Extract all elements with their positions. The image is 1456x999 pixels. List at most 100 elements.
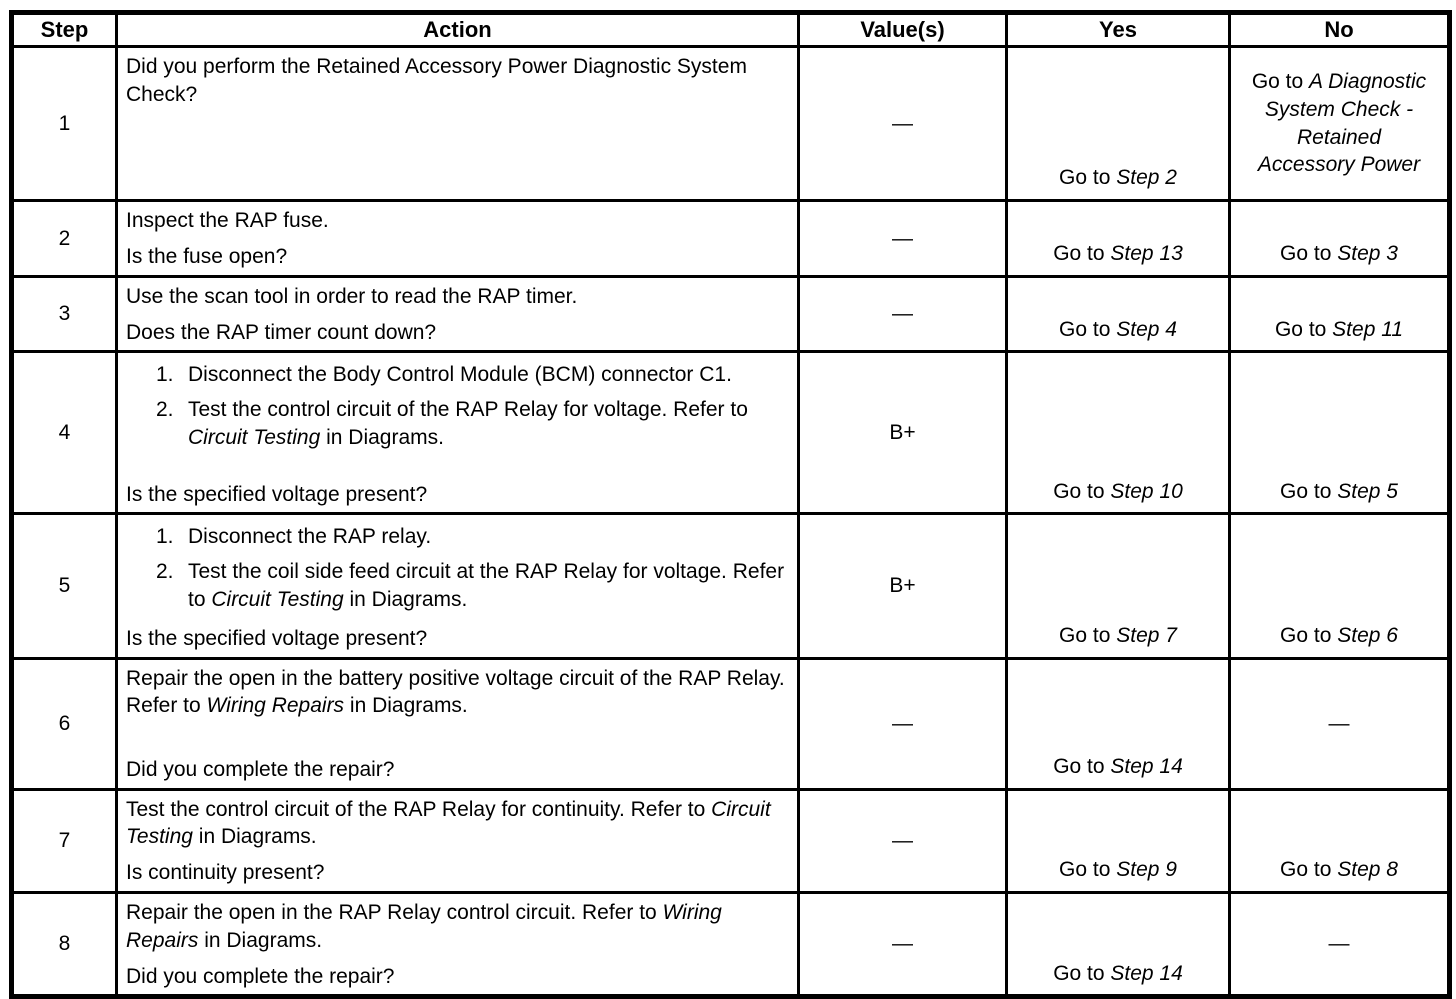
text-segment: in Diagrams. — [320, 425, 444, 449]
list-number: 1. — [156, 525, 174, 549]
no-cell: Go to Step 3 — [1228, 199, 1451, 278]
no-cell: — — [1228, 656, 1451, 791]
header-values: Value(s) — [797, 11, 1008, 48]
goto-target: Step 7 — [1116, 623, 1177, 647]
action-text: Inspect the RAP fuse. — [126, 207, 789, 235]
goto-label: Go to — [1059, 858, 1117, 882]
text-segment: Test the control circuit of the RAP Rela… — [188, 398, 748, 422]
text-segment: Test the coil side feed circuit at the R… — [188, 560, 785, 611]
goto-label: Go to — [1059, 166, 1117, 190]
action-question: Is the specified voltage present? — [126, 626, 428, 650]
header-yes: Yes — [1005, 11, 1231, 48]
goto-label: Go to — [1274, 317, 1333, 341]
action-cell: 1. Disconnect the RAP relay. 2. Test the co… — [115, 512, 800, 660]
yes-cell: Go to Step 9 — [1005, 787, 1231, 895]
list-text: Disconnect the RAP relay. — [188, 523, 789, 551]
value-cell: — — [797, 787, 1008, 895]
text-segment: Disconnect the RAP relay. — [188, 525, 432, 549]
action-question: Is the specified voltage present? — [126, 482, 428, 506]
action-text: Use the scan tool in order to read the R… — [126, 283, 789, 311]
no-cell: Go to A Diagnostic System Check - Retain… — [1228, 45, 1451, 202]
goto-label: Go to — [1280, 242, 1338, 265]
goto-label: Go to — [1059, 317, 1117, 341]
step-cell: 2 — [10, 199, 118, 278]
goto-target: Step 6 — [1337, 623, 1398, 647]
yes-cell: Go to Step 10 — [1005, 350, 1231, 516]
table-row: 3 Use the scan tool in order to read the … — [10, 274, 1451, 354]
goto-target: Step 14 — [1110, 961, 1183, 985]
yes-cell: Go to Step 13 — [1005, 199, 1231, 278]
no-cell: Go to Step 5 — [1228, 350, 1451, 516]
no-cell: Go to Step 11 — [1228, 274, 1451, 354]
action-list-item: 1. Disconnect the RAP relay. — [156, 523, 789, 551]
goto-reference: Go to A Diagnostic System Check - Retain… — [1250, 68, 1428, 179]
value-cell: — — [797, 891, 1008, 999]
action-text: Repair the open in the battery positive … — [126, 665, 789, 720]
header-row: Step Action Value(s) Yes No — [10, 11, 1451, 48]
action-list-item: 2. Test the control circuit of the RAP Re… — [156, 396, 789, 451]
goto-target: Step 14 — [1110, 754, 1183, 778]
action-question: Did you complete the repair? — [126, 757, 395, 781]
rap-diagnostic-table: Step Action Value(s) Yes No 1 Did you per… — [9, 10, 1452, 999]
table-row: 7 Test the control circuit of the RAP Rel… — [10, 787, 1451, 895]
header-step: Step — [10, 11, 118, 48]
table-header: Step Action Value(s) Yes No — [10, 11, 1451, 48]
step-cell: 4 — [10, 350, 118, 516]
goto-target: Step 9 — [1116, 858, 1177, 882]
text-segment: Disconnect the Body Control Module (BCM)… — [188, 363, 732, 387]
no-cell: Go to Step 8 — [1228, 787, 1451, 895]
text-segment: in Diagrams. — [198, 928, 323, 952]
step-cell: 5 — [10, 512, 118, 660]
value-cell: — — [797, 274, 1008, 354]
list-text: Disconnect the Body Control Module (BCM)… — [188, 361, 789, 389]
action-cell: Repair the open in the RAP Relay control… — [115, 891, 800, 999]
action-question: Did you complete the repair? — [126, 964, 395, 988]
header-action: Action — [115, 11, 800, 48]
action-list-item: 1. Disconnect the Body Control Module (BC… — [156, 361, 789, 389]
yes-cell: Go to Step 14 — [1005, 656, 1231, 791]
goto-target: Step 8 — [1337, 858, 1398, 882]
table-row: 5 1. Disconnect the RAP relay. 2. Test the c… — [10, 512, 1451, 660]
goto-label: Go to — [1053, 479, 1111, 503]
text-segment: Did you perform the Retained Accessory P… — [126, 55, 747, 106]
text-segment: in Diagrams. — [343, 587, 468, 611]
text-segment: Circuit Testing — [188, 425, 321, 449]
table-row: 1 Did you perform the Retained Accessory … — [10, 45, 1451, 202]
table-body: 1 Did you perform the Retained Accessory … — [10, 45, 1451, 999]
yes-cell: Go to Step 4 — [1005, 274, 1231, 354]
step-cell: 1 — [10, 45, 118, 202]
action-cell: Inspect the RAP fuse. Is the fuse open? — [115, 199, 800, 278]
goto-label: Go to — [1251, 70, 1310, 94]
goto-target: Step 10 — [1110, 479, 1183, 503]
text-segment: Inspect the RAP fuse. — [126, 209, 329, 232]
yes-cell: Go to Step 7 — [1005, 512, 1231, 660]
list-number: 2. — [156, 398, 174, 422]
no-cell: — — [1228, 891, 1451, 999]
action-question: Does the RAP timer count down? — [126, 320, 437, 344]
action-list-item: 2. Test the coil side feed circuit at the… — [156, 558, 789, 613]
action-text: Repair the open in the RAP Relay control… — [126, 899, 789, 954]
list-text: Test the control circuit of the RAP Rela… — [188, 396, 789, 451]
step-cell: 6 — [10, 656, 118, 791]
goto-target: Step 13 — [1110, 242, 1183, 265]
action-cell: Test the control circuit of the RAP Rela… — [115, 787, 800, 895]
step-cell: 7 — [10, 787, 118, 895]
goto-target: Step 2 — [1116, 166, 1177, 190]
goto-label: Go to — [1280, 858, 1338, 882]
goto-target: A Diagnostic System Check - Retained Acc… — [1257, 70, 1427, 177]
goto-target: Step 11 — [1332, 317, 1404, 341]
list-number: 1. — [156, 363, 174, 387]
text-segment: Repair the open in the RAP Relay control… — [126, 901, 663, 925]
action-cell: Repair the open in the battery positive … — [115, 656, 800, 791]
yes-cell: Go to Step 2 — [1005, 45, 1231, 202]
table-row: 2 Inspect the RAP fuse. Is the fuse open? —… — [10, 199, 1451, 278]
goto-label: Go to — [1053, 961, 1111, 985]
goto-target: Step 5 — [1337, 479, 1398, 503]
action-text: Did you perform the Retained Accessory P… — [126, 53, 789, 108]
header-no: No — [1228, 11, 1451, 48]
text-segment: Wiring Repairs — [206, 694, 345, 718]
text-segment: in Diagrams. — [192, 825, 317, 849]
value-cell: — — [797, 656, 1008, 791]
goto-target: Step 3 — [1337, 242, 1398, 265]
table-row: 8 Repair the open in the RAP Relay contro… — [10, 891, 1451, 999]
